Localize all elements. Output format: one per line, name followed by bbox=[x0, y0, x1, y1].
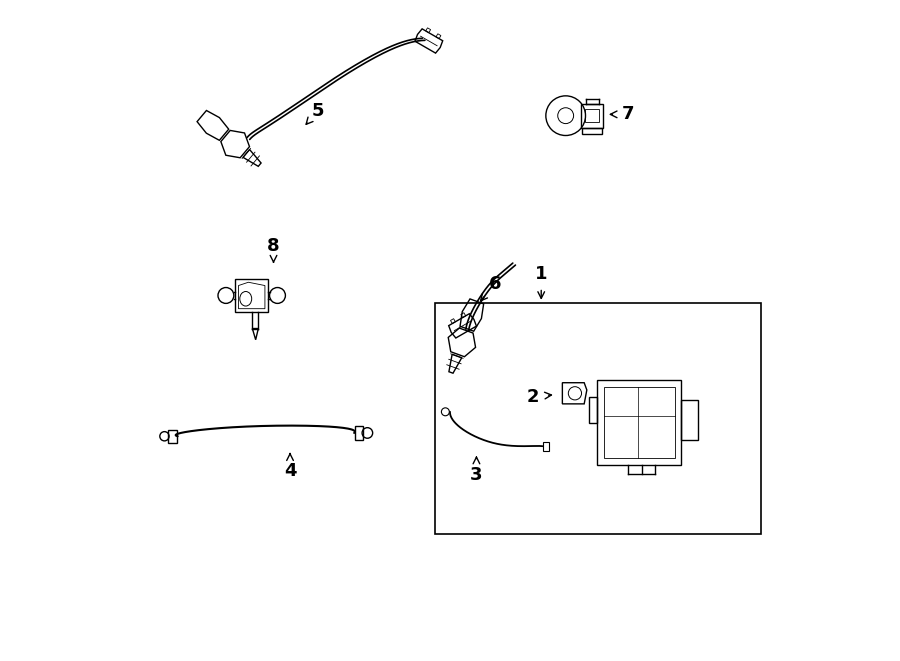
Text: 7: 7 bbox=[622, 105, 634, 124]
Text: 8: 8 bbox=[267, 237, 280, 255]
Text: 3: 3 bbox=[470, 465, 482, 484]
Text: 1: 1 bbox=[535, 265, 547, 284]
Text: 2: 2 bbox=[526, 387, 539, 406]
Text: 6: 6 bbox=[489, 275, 501, 293]
Text: 5: 5 bbox=[311, 102, 324, 120]
Text: 4: 4 bbox=[284, 461, 296, 480]
